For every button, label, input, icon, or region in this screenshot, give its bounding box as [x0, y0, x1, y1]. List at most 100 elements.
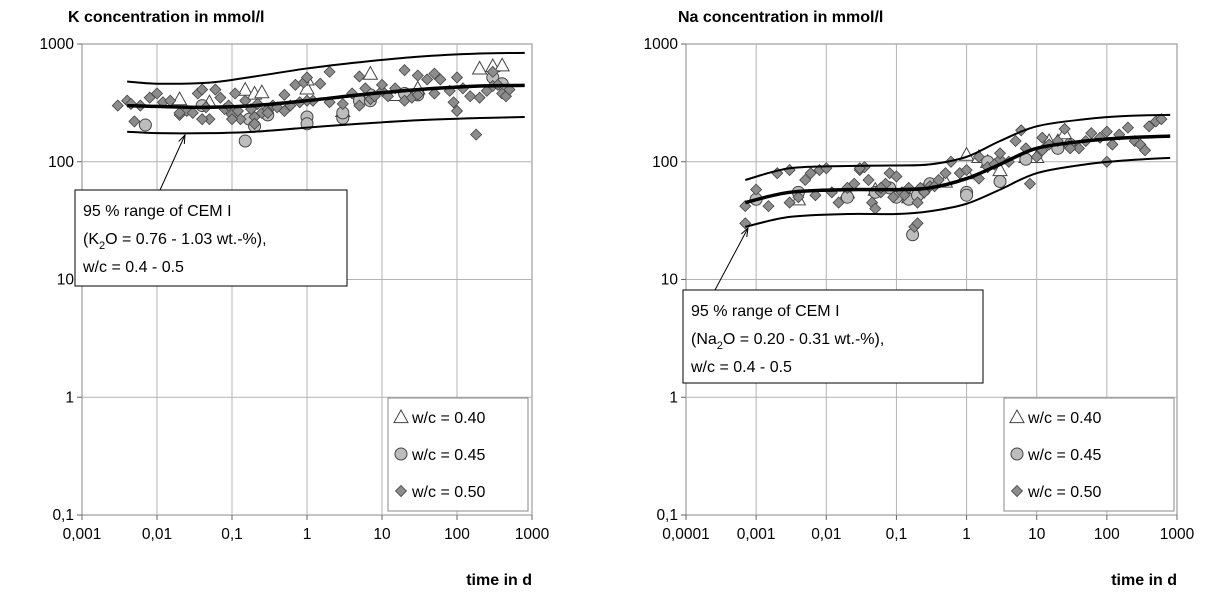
k-point-diamond [300, 71, 314, 84]
na-series-diamond [739, 113, 1168, 233]
k-point-diamond [111, 99, 124, 112]
k-legend-marker-triangle [393, 408, 409, 424]
na-band-upper [745, 113, 1171, 181]
k-legend-box [387, 397, 529, 512]
na-point-circle [993, 174, 1007, 188]
k-point-diamond [150, 87, 164, 100]
k-x-tick-label: 100 [444, 526, 470, 543]
k-legend-label: w/c = 0.50 [411, 484, 485, 501]
k-point-diamond [398, 64, 411, 77]
na-annotation-line2: (Na2O = 0.20 - 0.31 wt.-%), [691, 331, 884, 352]
na-annotation-line3: w/c = 0.4 - 0.5 [690, 359, 792, 376]
na-point-diamond [890, 170, 903, 183]
k-legend-marker-diamond [394, 484, 408, 498]
k-annotation-line3: w/c = 0.4 - 0.5 [82, 259, 184, 276]
k-point-diamond [470, 128, 483, 141]
na-point-diamond [972, 150, 985, 163]
na-point-diamond [1155, 113, 1168, 126]
na-x-tick-label: 100 [1094, 526, 1120, 543]
k-x-tick-label: 1000 [515, 526, 550, 543]
k-annotation-line1: 95 % range of CEM I [83, 203, 232, 220]
k-y-tick-label: 100 [48, 154, 74, 171]
k-y-tick-label: 1 [65, 389, 74, 406]
na-point-diamond [783, 196, 796, 209]
na-annotation-arrow [714, 227, 749, 291]
na-legend-marker-diamond [1010, 484, 1024, 498]
na-y-tick-label: 10 [661, 272, 679, 289]
k-point-circle [138, 118, 152, 132]
na-point-diamond [1058, 122, 1071, 135]
k-point-diamond [336, 97, 349, 110]
na-point-diamond [1106, 138, 1119, 151]
na-point-diamond [792, 191, 805, 204]
k-point-triangle [494, 57, 511, 72]
na-x-tick-label: 0,0001 [662, 526, 709, 543]
na-point-diamond [862, 173, 875, 187]
na-x-tick-label: 0,001 [737, 526, 776, 543]
na-point-diamond [911, 217, 924, 230]
na-y-tick-label: 100 [652, 154, 678, 171]
k-point-diamond [314, 77, 327, 90]
na-point-diamond [750, 183, 763, 196]
na-chart-title: Na concentration in mmol/l [678, 9, 883, 26]
na-point-diamond [804, 167, 817, 180]
k-chart-title: K concentration in mmol/l [68, 9, 264, 26]
k-point-triangle [253, 84, 270, 99]
na-point-diamond [1064, 142, 1077, 155]
k-point-triangle [171, 91, 188, 106]
k-point-diamond [225, 113, 239, 126]
na-point-diamond [832, 196, 845, 209]
k-point-diamond [411, 88, 424, 101]
k-annotation-box [74, 189, 348, 287]
k-point-diamond [450, 71, 464, 84]
na-y-tick-label: 1 [669, 389, 678, 406]
k-x-tick-label: 0,1 [221, 526, 243, 543]
k-point-diamond [421, 73, 434, 86]
na-band-mean [744, 134, 1171, 205]
k-chart: K concentration in mmol/l 0,001 0,01 0,1 1 1… [40, 9, 550, 589]
na-x-tick-label: 1 [962, 526, 971, 543]
k-point-diamond [323, 65, 336, 78]
k-point-diamond [473, 91, 486, 104]
na-annotation-arrowhead [740, 226, 749, 237]
na-point-diamond [1023, 177, 1036, 190]
na-plot-area: 0,0001 0,001 0,01 0,1 1 10 100 1000 0,1 1 10 100 100… [644, 36, 1195, 543]
k-legend-label: w/c = 0.45 [411, 447, 485, 464]
k-point-diamond [464, 90, 477, 103]
k-x-tick-label: 0,01 [142, 526, 172, 543]
k-point-diamond [196, 113, 209, 126]
k-point-diamond [261, 106, 274, 119]
k-y-tick-label: 10 [57, 272, 75, 289]
na-point-diamond [887, 191, 900, 204]
na-point-diamond [1072, 142, 1086, 155]
k-annotation-line2-sub: 2 [99, 240, 105, 252]
na-point-diamond [1009, 134, 1022, 148]
k-point-diamond [196, 83, 209, 96]
na-point-diamond [960, 163, 973, 177]
na-x-tick-label: 10 [1028, 526, 1046, 543]
k-point-triangle [471, 60, 488, 75]
na-legend-marker-triangle [1009, 408, 1025, 424]
k-annotation-arrowhead [178, 133, 186, 145]
k-band-upper [127, 51, 525, 85]
na-point-diamond [993, 147, 1007, 160]
k-annotation-line2-pre: (K [83, 231, 99, 248]
na-x-tick-label: 0,01 [811, 526, 841, 543]
k-point-diamond [353, 99, 366, 112]
k-point-diamond [278, 88, 291, 101]
k-annotation-line2-post: O = 0.76 - 1.03 wt.-%), [105, 231, 266, 248]
na-legend-label: w/c = 0.50 [1027, 484, 1101, 501]
k-point-diamond [411, 69, 424, 82]
k-point-diamond [428, 87, 441, 100]
k-annotation-arrow [159, 134, 186, 191]
k-plot-area: 0,001 0,01 0,1 1 10 100 1000 0,1 1 10 100 1000 95 % … [40, 36, 550, 543]
na-x-axis-label: time in d [1111, 572, 1177, 589]
na-y-tick-label: 0,1 [656, 507, 678, 524]
k-point-diamond [234, 113, 247, 126]
k-point-diamond [450, 104, 464, 118]
na-annotation-box [682, 289, 984, 384]
k-point-diamond [128, 115, 141, 128]
na-point-diamond [762, 200, 775, 213]
na-point-diamond [1143, 120, 1156, 133]
